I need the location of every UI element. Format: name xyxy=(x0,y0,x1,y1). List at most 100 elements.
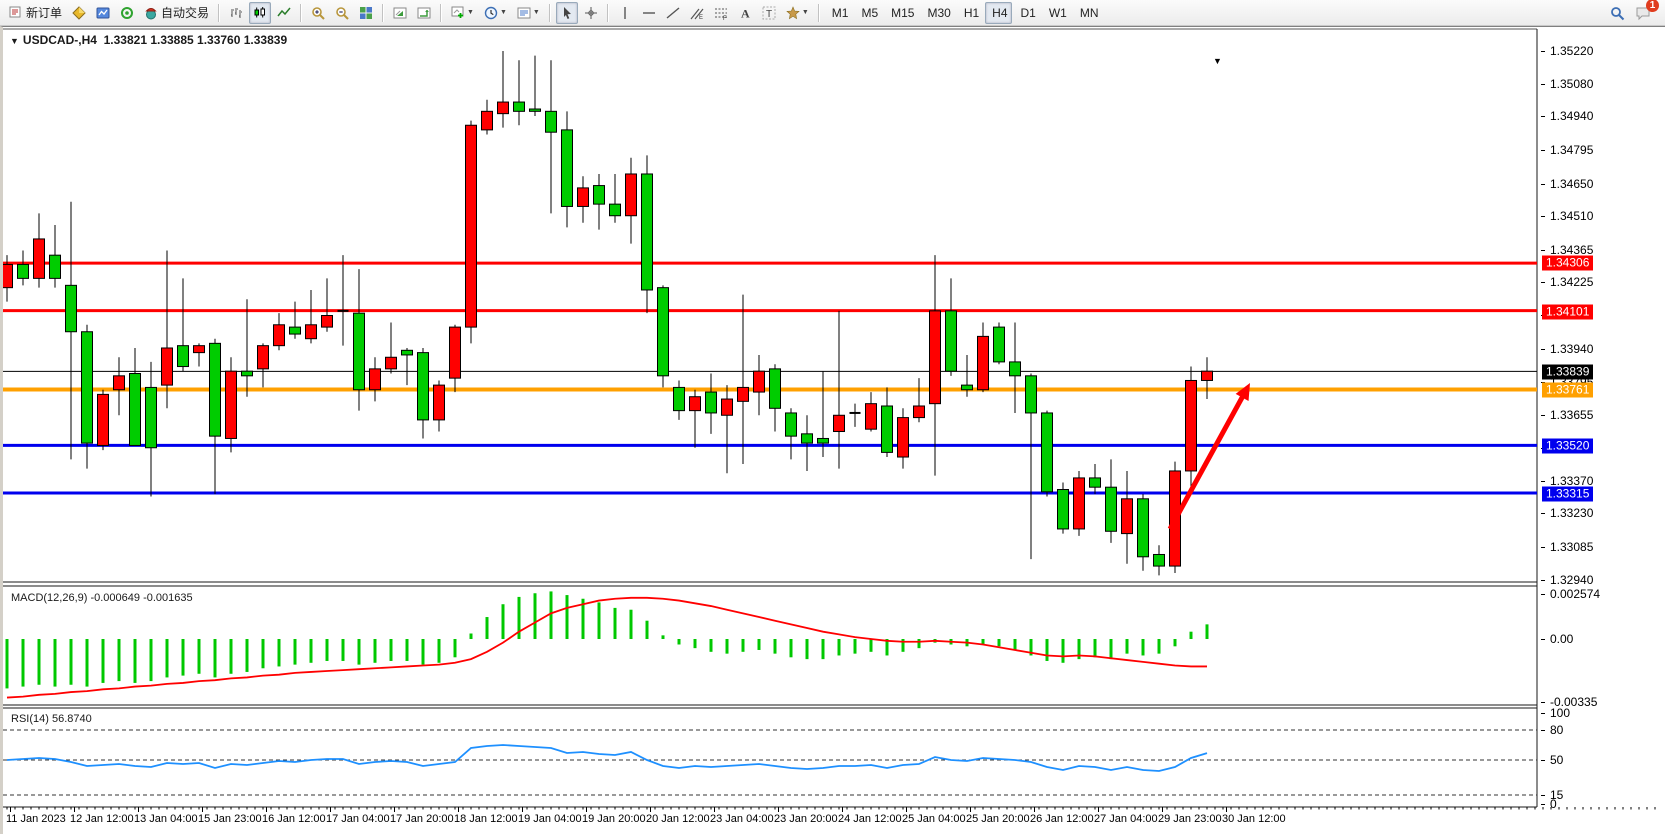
tf-d1-button[interactable]: D1 xyxy=(1014,2,1040,24)
channel-button[interactable]: E xyxy=(686,2,708,24)
tf-m30-button[interactable]: M30 xyxy=(920,2,954,24)
time-major-tick xyxy=(970,807,971,812)
autotrading-button-label: 自动交易 xyxy=(161,6,210,20)
time-axis-label: 13 Jan 04:00 xyxy=(134,813,198,825)
new-order-button[interactable]: 新订单 xyxy=(5,2,66,24)
price-level-badge: 1.33520 xyxy=(1542,438,1594,454)
candle-body xyxy=(1009,361,1021,377)
templates-button[interactable]: ▼ xyxy=(513,2,544,24)
tf-w1-button[interactable]: W1 xyxy=(1042,2,1071,24)
candle-body xyxy=(193,345,205,354)
tf-mn-button[interactable]: MN xyxy=(1073,2,1103,24)
fibonacci-button[interactable]: F xyxy=(710,2,732,24)
candles-icon xyxy=(254,6,266,17)
tf-m1-button[interactable]: M1 xyxy=(825,2,853,24)
time-axis-label: 17 Jan 20:00 xyxy=(390,813,454,825)
rsi-tick-label: 50 xyxy=(1550,753,1564,767)
trend-arrow-line[interactable] xyxy=(1167,390,1248,531)
rsi-line xyxy=(6,744,1208,772)
candle-body xyxy=(753,370,765,393)
chart-canvas[interactable] xyxy=(3,27,1665,834)
candlestick-chart-button[interactable] xyxy=(249,1,272,24)
zoom-in-button[interactable] xyxy=(307,2,329,24)
price-tick-label: 1.34365 xyxy=(1550,243,1594,257)
candle-body xyxy=(417,352,429,421)
candle-body xyxy=(721,398,733,416)
chart-end-marker-icon: ▼ xyxy=(1213,56,1222,66)
svg-text:F: F xyxy=(723,16,727,20)
cascade-button[interactable] xyxy=(413,2,435,24)
time-axis-label: 20 Jan 12:00 xyxy=(646,813,710,825)
tf-h4-button[interactable]: H4 xyxy=(985,1,1012,24)
golddiamond-icon xyxy=(72,5,86,20)
shapes-button[interactable]: ▼ xyxy=(782,2,813,24)
tiles-icon xyxy=(360,6,373,19)
candle-body xyxy=(257,345,269,370)
candle-body xyxy=(241,370,253,377)
candle-body xyxy=(369,368,381,391)
candle-body xyxy=(977,335,989,391)
price-tick-label: 1.34510 xyxy=(1550,209,1594,223)
price-tick xyxy=(1541,250,1545,251)
horizontal-line-button[interactable] xyxy=(638,2,660,24)
favorites-button[interactable] xyxy=(68,2,90,24)
candle-body xyxy=(913,405,925,419)
toolbar-separator xyxy=(300,3,303,22)
reports-button[interactable] xyxy=(92,2,114,24)
crosshair-button[interactable] xyxy=(580,2,602,24)
dropdown-caret-icon: ▼ xyxy=(801,9,809,16)
time-axis-label: 23 Jan 04:00 xyxy=(710,813,774,825)
line-chart-button[interactable] xyxy=(273,2,295,24)
channel-icon: E xyxy=(690,8,704,20)
cursor-button[interactable] xyxy=(555,1,578,24)
candle-body xyxy=(465,124,477,328)
candle-body xyxy=(897,417,909,458)
tf-h1-button[interactable]: H1 xyxy=(957,2,983,24)
time-major-tick xyxy=(906,807,907,812)
price-tick xyxy=(1541,481,1545,482)
time-major-tick xyxy=(1162,807,1163,812)
trendline-button[interactable] xyxy=(662,2,684,24)
zoom-out-button[interactable] xyxy=(331,2,353,24)
time-axis-label: 15 Jan 23:00 xyxy=(198,813,262,825)
indicators-button[interactable]: ▼ xyxy=(447,2,478,24)
search-button[interactable] xyxy=(1606,2,1629,24)
candle-body xyxy=(273,324,285,347)
candle-body xyxy=(1121,498,1133,535)
tf-m15-button[interactable]: M15 xyxy=(884,2,918,24)
tf-h1-button-label: H1 xyxy=(963,5,980,20)
bar-chart-button[interactable] xyxy=(225,2,247,24)
text-button[interactable]: A xyxy=(734,2,756,24)
periods-button[interactable]: ▼ xyxy=(480,2,511,24)
price-tick xyxy=(1541,51,1545,52)
candle-body xyxy=(209,342,221,437)
notification-badge: 1 xyxy=(1646,0,1659,12)
candle-body xyxy=(433,384,445,421)
tile-windows-button[interactable] xyxy=(355,2,377,24)
signals-button[interactable] xyxy=(116,2,138,24)
price-tick-label: 1.32940 xyxy=(1550,573,1594,587)
tf-m5-button[interactable]: M5 xyxy=(854,2,882,24)
candle-body xyxy=(865,403,877,430)
time-major-tick xyxy=(778,807,779,812)
tf-mn-button-label: MN xyxy=(1079,5,1099,20)
candle-body xyxy=(1073,477,1085,530)
trend-arrow-head[interactable] xyxy=(1235,383,1250,401)
candle-body xyxy=(641,173,653,291)
price-level-badge: 1.34306 xyxy=(1542,255,1594,271)
chart-window[interactable]: ▼ USDCAD-,H4 1.33821 1.33885 1.33760 1.33… xyxy=(0,26,1665,834)
labelT-icon: T xyxy=(762,6,776,20)
tf-m30-button-label: M30 xyxy=(927,5,951,20)
autotrading-button[interactable]: 自动交易 xyxy=(140,2,213,24)
price-tick-label: 1.33940 xyxy=(1550,342,1594,356)
macd-signal-line xyxy=(6,596,1207,699)
vertical-line-button[interactable] xyxy=(614,2,636,24)
new-order-button-label: 新订单 xyxy=(26,6,63,20)
auto-arrange-button[interactable] xyxy=(389,2,411,24)
time-major-tick xyxy=(522,807,523,812)
textA-icon: A xyxy=(741,6,750,20)
price-tick xyxy=(1541,547,1545,548)
label-button[interactable]: T xyxy=(758,2,780,24)
chat-button[interactable]: 1 xyxy=(1631,0,1659,24)
price-tick xyxy=(1541,349,1545,350)
